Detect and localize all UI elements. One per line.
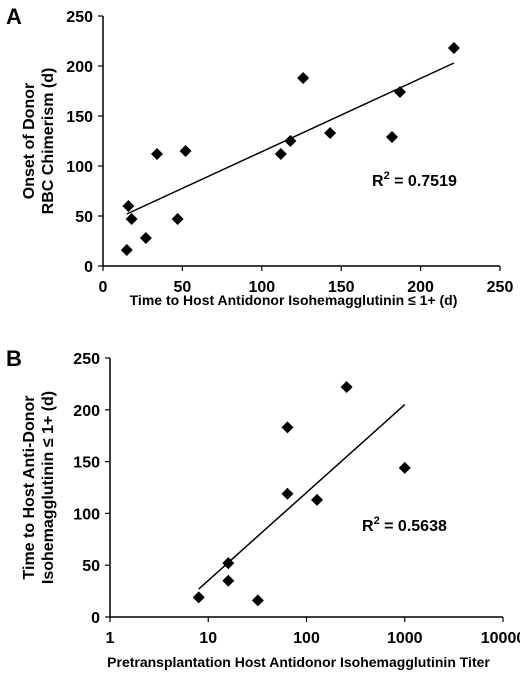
data-point (281, 421, 294, 434)
y-tick-label: 100 (73, 506, 100, 523)
data-point (120, 244, 133, 256)
data-point (284, 135, 297, 147)
data-point (192, 591, 205, 604)
data-point (281, 487, 294, 500)
y-axis-title-line: RBC Chimerism (d) (40, 68, 57, 215)
r-squared-exponent: 2 (374, 515, 380, 527)
data-point (398, 461, 411, 474)
x-tick-label: 100 (293, 630, 320, 647)
x-axis-title: Pretransplantation Host Antidonor Isohem… (107, 654, 490, 670)
x-axis-title: Time to Host Antidonor Isohemagglutinin … (130, 292, 458, 308)
y-tick-label: 150 (73, 455, 100, 472)
x-tick-label: 1000 (387, 630, 423, 647)
data-point (386, 131, 399, 143)
y-tick-label: 150 (66, 109, 93, 126)
panel-label: B (6, 346, 22, 371)
y-tick-label: 200 (73, 403, 100, 420)
data-point (324, 127, 337, 139)
data-point (311, 493, 324, 506)
y-axis-title-line: Time to Host Anti-Donor (21, 396, 38, 580)
y-axis-title-line: Onset of Donor (21, 83, 38, 199)
data-point (222, 557, 235, 570)
x-tick-label: 250 (487, 279, 514, 296)
y-tick-label: 50 (82, 558, 100, 575)
y-tick-label: 250 (66, 9, 93, 26)
data-point (393, 86, 406, 98)
trendline (198, 404, 406, 590)
y-tick-label: 250 (73, 351, 100, 368)
r-squared-value: = 0.7519 (390, 173, 457, 190)
x-tick-label: 150 (328, 279, 355, 296)
x-tick-label: 200 (407, 279, 434, 296)
x-tick-label: 10 (199, 630, 217, 647)
data-point (125, 213, 138, 225)
data-point (150, 148, 163, 160)
panel-label: A (6, 4, 22, 29)
data-point (179, 145, 192, 157)
y-tick-label: 50 (75, 209, 93, 226)
x-tick-label: 10000 (481, 630, 520, 647)
data-point (122, 200, 135, 212)
r-squared-prefix: R (372, 173, 384, 190)
r-squared-exponent: 2 (384, 170, 390, 182)
chart-panel-b: B 0 50 100 150 200 250 1 10 100 1000 10000 Pretransp… (6, 346, 520, 670)
y-axis-title: Onset of Donor RBC Chimerism (d) (21, 68, 57, 215)
y-axis-title: Time to Host Anti-Donor Isohemagglutinin … (21, 391, 57, 584)
data-point (251, 594, 264, 607)
data-point (447, 42, 460, 54)
data-point (297, 72, 310, 84)
data-point (222, 574, 235, 587)
y-tick-label: 0 (91, 610, 100, 627)
x-tick-label: 0 (99, 279, 108, 296)
r-squared-value: = 0.5638 (380, 518, 447, 535)
data-point (171, 213, 184, 225)
data-point (274, 148, 287, 160)
x-tick-label: 100 (248, 279, 275, 296)
y-tick-label: 100 (66, 159, 93, 176)
r-squared-label: R2 = 0.7519 (372, 170, 457, 190)
y-tick-label: 200 (66, 59, 93, 76)
data-point (139, 232, 152, 244)
y-tick-label: 0 (84, 259, 93, 276)
data-point (340, 381, 353, 394)
r-squared-prefix: R (362, 518, 374, 535)
x-tick-label: 50 (174, 279, 192, 296)
r-squared-label: R2 = 0.5638 (362, 515, 447, 535)
y-axis-title-line: Isohemagglutinin ≤ 1+ (d) (40, 391, 57, 584)
chart-panel-a: A 0 50 100 150 200 250 0 50 100 150 200 250 Time to H… (6, 4, 513, 308)
x-tick-label: 1 (106, 630, 115, 647)
